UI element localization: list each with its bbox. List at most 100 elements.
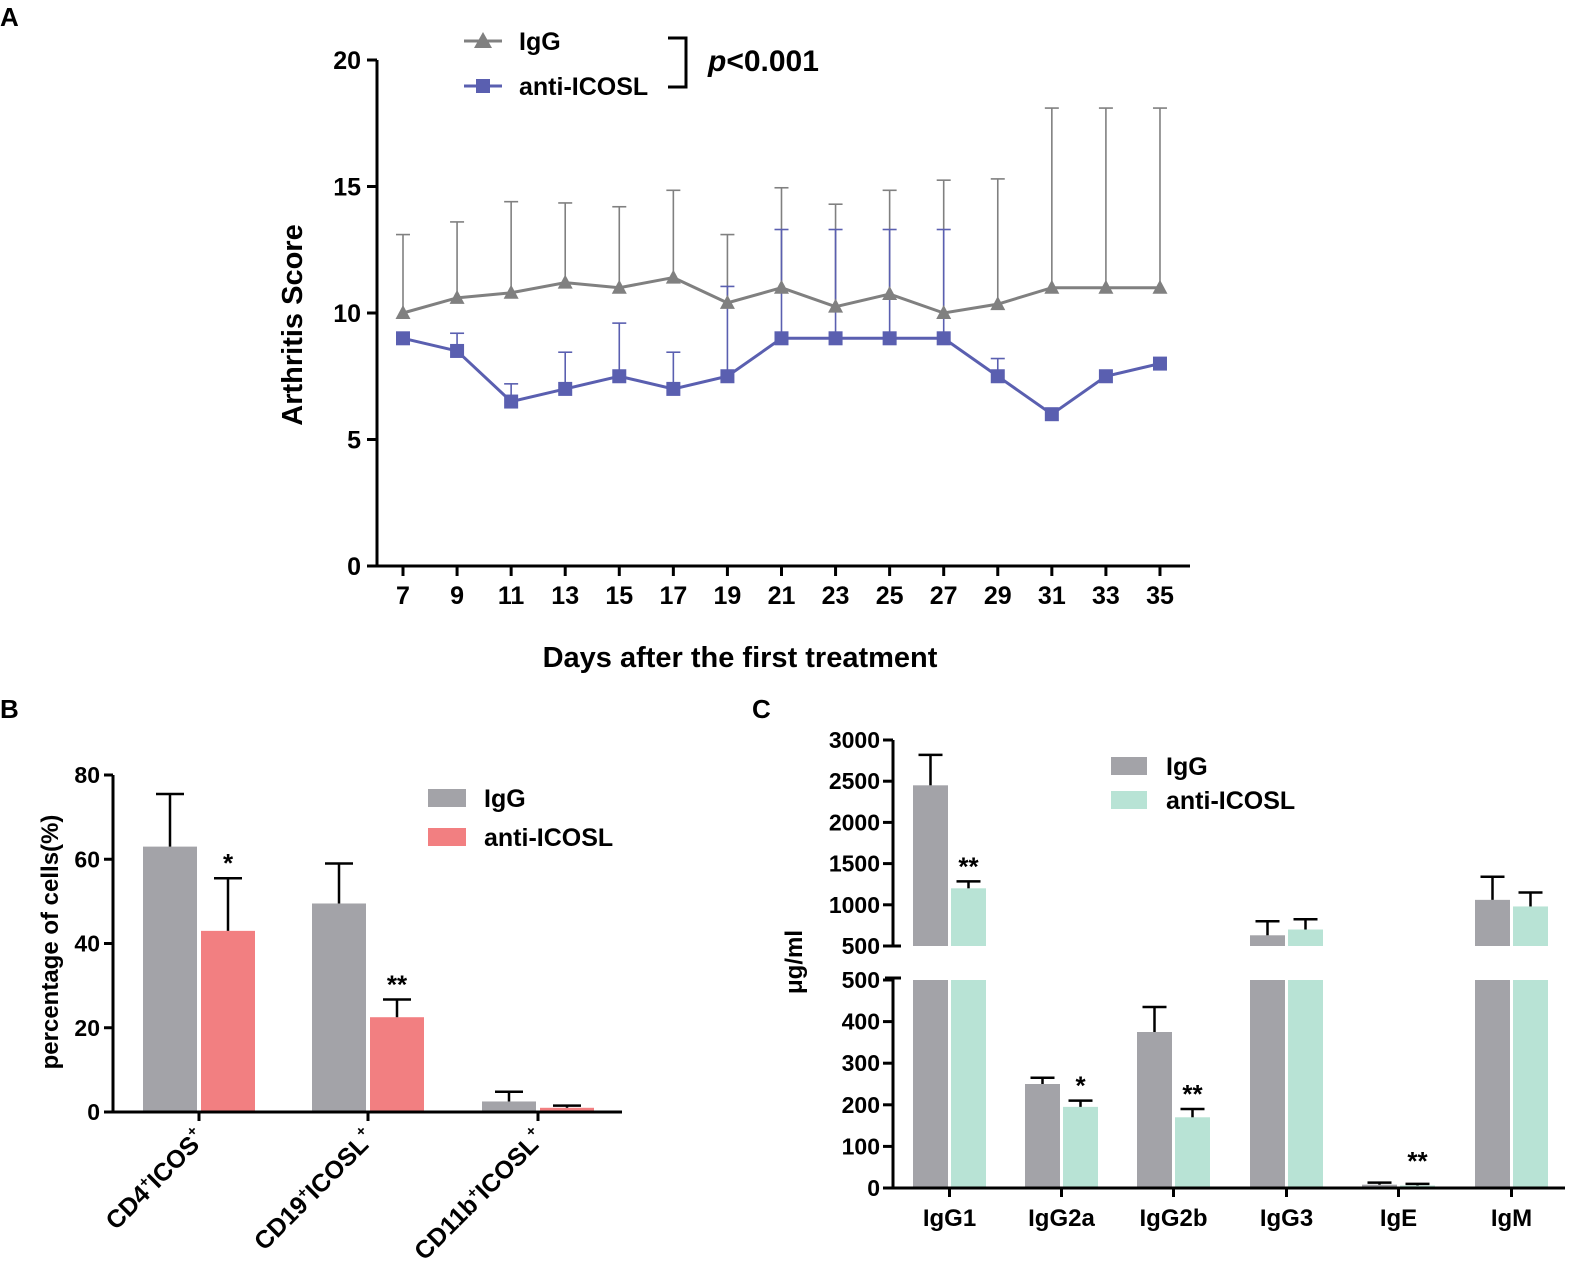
- y-tick-label: 5: [347, 427, 361, 455]
- igg-data-point: [503, 284, 519, 299]
- significance-mark: **: [1407, 1146, 1428, 1176]
- x-tick-label: 29: [984, 582, 1012, 610]
- panel-c-legend: IgG anti-ICOSL: [1111, 753, 1295, 815]
- category-label: CD11b+ICOSL+: [407, 1122, 551, 1266]
- legend-b-anti-label: anti-ICOSL: [484, 824, 613, 852]
- anti-icosl-data-point: [666, 381, 681, 396]
- igg-data-point: [1152, 279, 1168, 294]
- significance-mark: *: [223, 848, 234, 878]
- bar-igg-upper-segment: [913, 785, 948, 946]
- bar-anti-icosl: [540, 1107, 594, 1112]
- y-tick-label-lower: 100: [842, 1133, 880, 1159]
- anti-icosl-data-point: [612, 369, 627, 384]
- category-label: IgG2a: [1028, 1205, 1095, 1232]
- y-tick-label: 40: [74, 931, 100, 957]
- panel-a-markers: [395, 269, 1168, 422]
- x-tick-label: 17: [659, 582, 687, 610]
- category-label: CD19+ICOSL+: [247, 1122, 381, 1256]
- bar-anti-icosl-lower-segment: [1513, 980, 1548, 1188]
- bar-igg: [1362, 1184, 1397, 1188]
- igg-data-point: [773, 279, 789, 294]
- panel-b-significance-marks: ***: [223, 848, 408, 999]
- panel-c-y-label: μg/ml: [781, 930, 808, 994]
- bar-igg-lower-segment: [1250, 980, 1285, 1188]
- panel-a-x-ticks: 7 9 11 13 15 17 19 21 23 25 27 29 31 33 35: [396, 566, 1174, 610]
- legend-c-anti-label: anti-ICOSL: [1166, 787, 1295, 815]
- legend-igg-triangle-marker: [474, 32, 492, 48]
- panel-c-bar-chart: 010020030040050050010001500200025003000 …: [781, 727, 1565, 1232]
- panel-a-y-ticks: 0 5 10 15 20: [333, 47, 377, 581]
- panel-b-legend: IgG anti-ICOSL: [428, 785, 613, 852]
- panel-a-line-chart: 0 5 10 15 20 7 9 11 13 15 17 19 21 23 25 27 29 31 33 35 Ar…: [277, 28, 1190, 674]
- bar-anti-icosl-lower-segment: [1288, 980, 1323, 1188]
- category-label: CD4+ICOS+: [98, 1122, 211, 1235]
- bar-anti-icosl-upper-segment: [951, 888, 986, 946]
- panel-a-error-bars: [396, 107, 1167, 402]
- legend-c-anti-swatch: [1111, 791, 1147, 809]
- anti-icosl-data-point: [396, 331, 410, 346]
- legend-igg-label: IgG: [519, 28, 561, 56]
- bar-anti-icosl: [201, 930, 255, 1112]
- y-tick-label: 20: [74, 1015, 100, 1041]
- legend-c-igg-label: IgG: [1166, 753, 1208, 781]
- anti-icosl-data-point: [1044, 407, 1059, 422]
- igg-data-point: [936, 305, 952, 319]
- panel-a-legend: IgG anti-ICOSL p<0.001: [464, 28, 819, 101]
- significance-mark: **: [958, 851, 979, 881]
- y-tick-label: 0: [87, 1099, 100, 1125]
- y-tick-label-lower: 500: [842, 967, 880, 993]
- legend-anti-label: anti-ICOSL: [519, 73, 648, 101]
- category-label: IgG1: [923, 1205, 976, 1232]
- x-tick-label: 15: [605, 582, 633, 610]
- panel-c-bars: [913, 785, 1548, 1188]
- igg-data-point: [719, 294, 735, 309]
- panel-c-significance-marks: *** ****: [958, 851, 1428, 1176]
- category-label: IgG3: [1260, 1205, 1313, 1232]
- x-tick-label: 25: [876, 582, 904, 610]
- anti-icosl-data-point: [936, 331, 951, 346]
- bar-igg-lower-segment: [1475, 980, 1510, 1188]
- bar-anti-icosl-upper-segment: [1288, 929, 1323, 946]
- y-tick-label-upper: 500: [842, 933, 880, 959]
- bar-igg-upper-segment: [1475, 899, 1510, 946]
- bar-anti-icosl: [1175, 1117, 1210, 1188]
- panel-label-c: C: [752, 694, 771, 724]
- y-tick-label: 20: [333, 47, 361, 75]
- x-tick-label: 23: [822, 582, 850, 610]
- x-tick-label: 33: [1092, 582, 1120, 610]
- y-tick-label: 0: [347, 553, 361, 581]
- panel-b-error-bars: [156, 792, 581, 1108]
- category-label: IgE: [1380, 1205, 1417, 1232]
- anti-icosl-data-point: [1098, 369, 1113, 384]
- category-label: IgG2b: [1139, 1205, 1207, 1232]
- bar-igg: [312, 903, 366, 1112]
- legend-b-igg-swatch: [428, 789, 466, 807]
- y-tick-label-lower: 400: [842, 1009, 880, 1035]
- anti-icosl-data-point: [504, 394, 519, 409]
- igg-data-point: [557, 274, 573, 289]
- bar-igg: [482, 1101, 536, 1112]
- igg-data-point: [882, 286, 898, 301]
- panel-b-y-label: percentage of cells(%): [37, 815, 64, 1070]
- y-tick-label-upper: 1500: [829, 851, 880, 877]
- panel-c-error-bars: [918, 753, 1543, 1186]
- panel-b-bars: [143, 846, 594, 1112]
- panel-c-y-ticks: 0 100 200 300 400 500 500 1000 1500 2000 2500 3000: [829, 727, 893, 1201]
- y-tick-label-lower: 300: [842, 1050, 880, 1076]
- legend-b-igg-label: IgG: [484, 785, 526, 813]
- panel-c-category-labels: IgG1 IgG2a IgG2b IgG3 IgE IgM: [923, 1188, 1532, 1232]
- x-tick-label: 27: [930, 582, 958, 610]
- anti-icosl-data-point: [1152, 356, 1167, 371]
- significance-bracket: [668, 36, 688, 89]
- anti-icosl-data-point: [828, 331, 843, 346]
- igg-data-point: [665, 269, 681, 284]
- panel-label-a: A: [0, 2, 19, 32]
- igg-data-point: [395, 305, 411, 319]
- igg-data-point: [1044, 279, 1060, 294]
- significance-mark: **: [1182, 1079, 1203, 1109]
- anti-icosl-data-point: [558, 381, 573, 396]
- x-tick-label: 11: [498, 582, 525, 610]
- category-label: IgM: [1491, 1205, 1532, 1232]
- x-tick-label: 35: [1146, 582, 1174, 610]
